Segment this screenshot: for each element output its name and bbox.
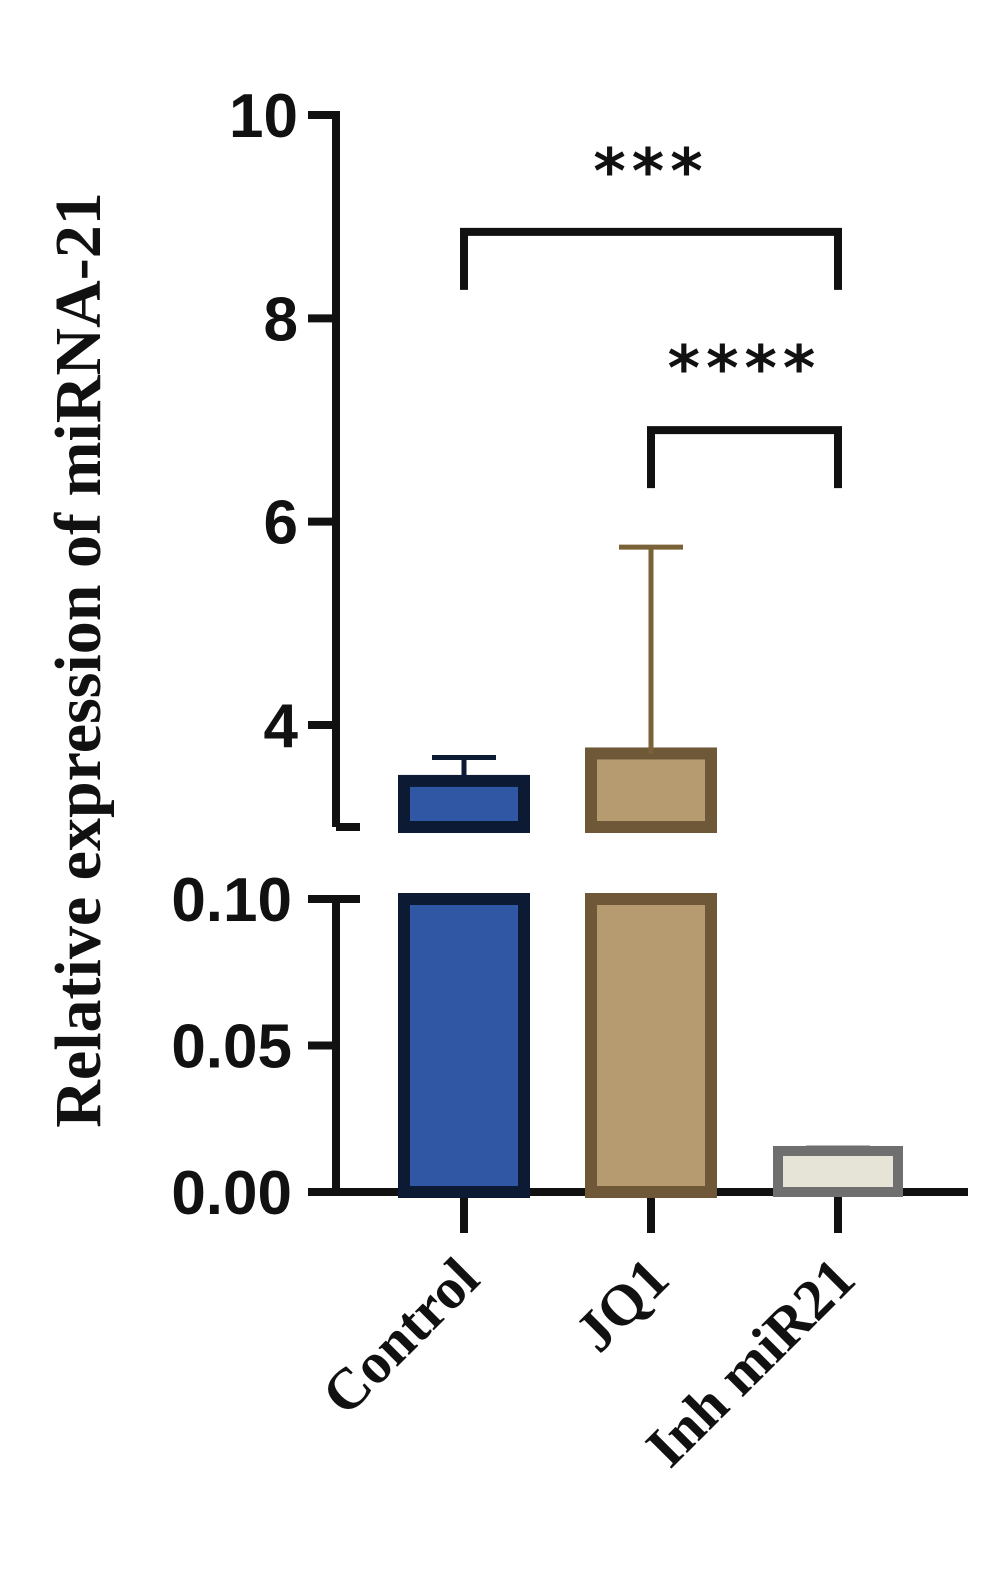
y-ticks: 4 6 8 10 0.00 0.05 0.10 xyxy=(171,82,842,1233)
y-axis-title: Relative expression of miRNA-21 xyxy=(42,192,115,1127)
bars xyxy=(398,747,903,1198)
y-tick-label: 10 xyxy=(229,82,298,151)
y-tick-label: 0.10 xyxy=(171,866,292,935)
significance-label: *** xyxy=(593,135,708,208)
bar-upper-jq1 xyxy=(585,747,717,834)
significance-brackets: ******* xyxy=(460,135,842,489)
y-tick-label: 8 xyxy=(264,285,298,354)
bar-lower-control xyxy=(398,893,530,1198)
significance-bracket xyxy=(647,426,842,489)
y-tick-label: 6 xyxy=(264,489,298,558)
significance-label: **** xyxy=(668,332,822,405)
y-tick-label: 4 xyxy=(264,692,299,761)
error-bars xyxy=(432,544,870,1151)
bar-lower-jq1 xyxy=(585,893,717,1198)
category-label: JQ1 xyxy=(562,1245,681,1364)
bar-upper-control xyxy=(398,774,530,834)
y-tick-label: 0.05 xyxy=(171,1013,292,1082)
category-label: Control xyxy=(309,1245,491,1427)
bar-inh-mir21 xyxy=(773,1145,903,1197)
significance-bracket xyxy=(460,227,842,290)
y-tick-label: 0.00 xyxy=(171,1159,292,1228)
